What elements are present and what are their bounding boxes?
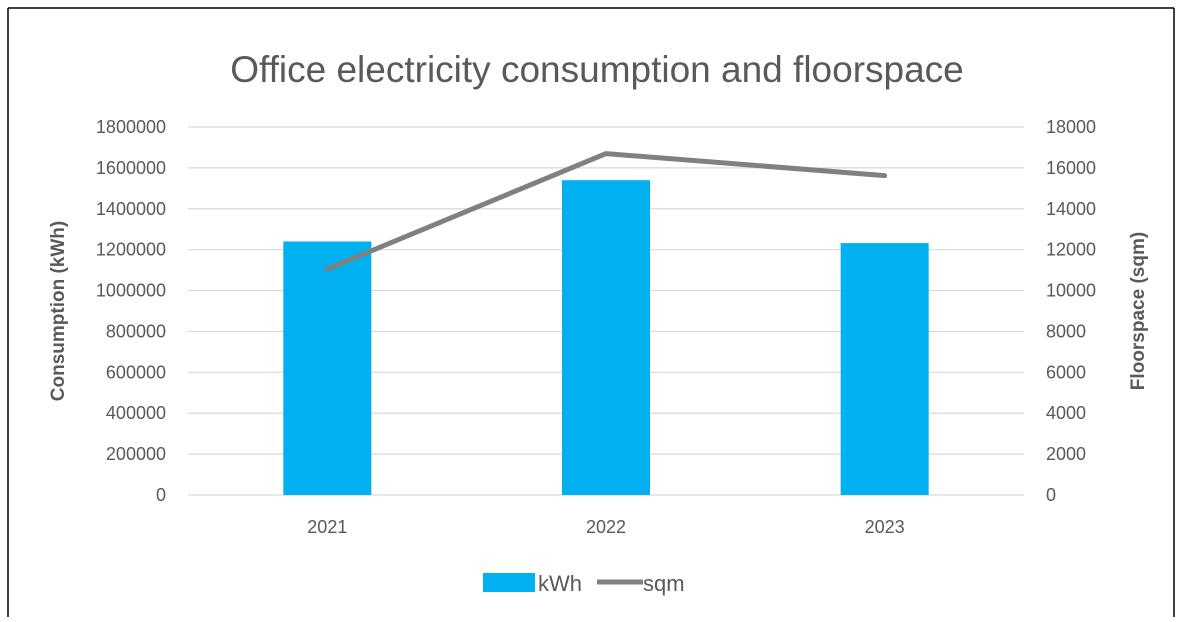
y-tick-label-right: 2000 [1046,444,1086,464]
x-tick-label: 2021 [307,517,347,537]
y-tick-label-left: 800000 [106,321,166,341]
y-tick-label-right: 0 [1046,485,1056,505]
y-axis-label-right: Floorspace (sqm) [1128,232,1149,390]
legend-swatch-kwh [483,573,535,592]
y-tick-label-left: 1800000 [96,117,166,137]
y-tick-label-right: 12000 [1046,240,1096,260]
y-tick-label-right: 14000 [1046,199,1096,219]
y-tick-label-left: 400000 [106,403,166,423]
y-tick-label-right: 10000 [1046,281,1096,301]
bar [840,243,929,495]
y-tick-label-right: 6000 [1046,362,1086,382]
y-axis-label-left: Consumption (kWh) [48,221,69,401]
bar [562,180,650,495]
y-tick-label-right: 16000 [1046,158,1096,178]
y-tick-label-left: 1400000 [96,199,166,219]
y-tick-label-left: 1000000 [96,281,166,301]
y-tick-label-left: 1600000 [96,158,166,178]
chart-title: Office electricity consumption and floor… [230,49,964,90]
x-tick-label: 2022 [586,517,626,537]
x-tick-label: 2023 [865,517,905,537]
bar-series [283,180,929,495]
bar [283,241,372,495]
legend-label-sqm: sqm [643,571,685,596]
y-tick-label-right: 8000 [1046,321,1086,341]
y-tick-label-left: 200000 [106,444,166,464]
y-tick-label-left: 600000 [106,362,166,382]
y-tick-label-right: 4000 [1046,403,1086,423]
legend: kWh sqm [483,571,685,596]
series-line [324,151,888,272]
y-tick-label-right: 18000 [1046,117,1096,137]
line-series [324,151,888,272]
legend-label-kwh: kWh [538,571,582,596]
y-tick-label-left: 0 [156,485,166,505]
tick-labels: 0 200000 400000 600000 800000 1000000 1200000 1… [96,117,1096,537]
y-tick-label-left: 1200000 [96,240,166,260]
